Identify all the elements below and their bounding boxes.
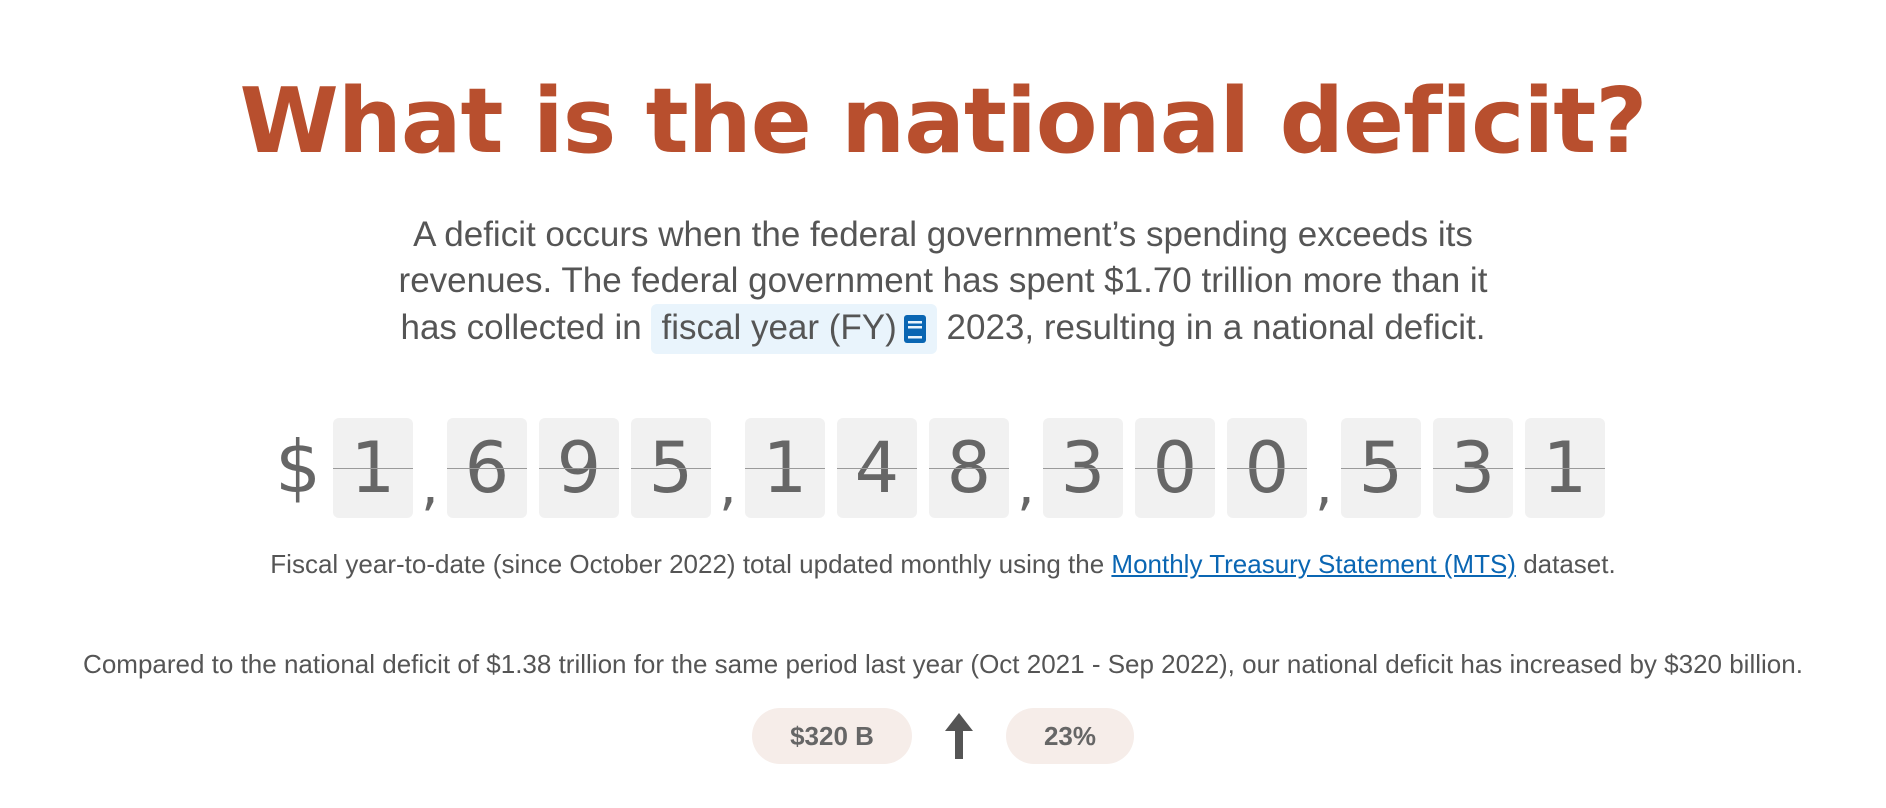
comparison-text: Compared to the national deficit of $1.3… — [83, 649, 1803, 679]
counter-digit: 0 — [1134, 418, 1215, 518]
arrow-up-icon — [945, 713, 973, 759]
change-summary: $320 B 23% — [0, 708, 1886, 764]
counter-separator: , — [1017, 453, 1035, 518]
source-text-start: Fiscal year-to-date (since October 2022)… — [270, 549, 1112, 579]
source-text-end: dataset. — [1515, 549, 1616, 579]
book-icon — [903, 315, 926, 343]
glossary-term-label: fiscal year (FY) — [661, 308, 897, 347]
counter-digit: 1 — [332, 418, 413, 518]
counter-separator: , — [421, 453, 439, 518]
intro-text-end: 2023, resulting in a national deficit. — [936, 308, 1486, 347]
counter-digit: 4 — [836, 418, 917, 518]
counter-digit: 1 — [744, 418, 825, 518]
counter-digit: 5 — [630, 418, 711, 518]
counter-digit: 6 — [446, 418, 527, 518]
counter-digit: 5 — [1340, 418, 1421, 518]
change-amount-badge: $320 B — [752, 708, 912, 764]
counter-separator: , — [1315, 453, 1333, 518]
counter-digit: 1 — [1524, 418, 1605, 518]
change-percent-badge: 23% — [1006, 708, 1134, 764]
data-source-note: Fiscal year-to-date (since October 2022)… — [0, 546, 1886, 582]
counter-digit: 9 — [538, 418, 619, 518]
currency-symbol: $ — [275, 425, 321, 509]
counter-digit: 0 — [1226, 418, 1307, 518]
counter-digit: 3 — [1432, 418, 1513, 518]
page-title: What is the national deficit? — [239, 69, 1647, 174]
mts-dataset-link[interactable]: Monthly Treasury Statement (MTS) — [1111, 549, 1516, 579]
intro-text-start: A deficit occurs when the federal govern… — [398, 215, 1488, 347]
glossary-term-fiscal-year[interactable]: fiscal year (FY) — [651, 304, 937, 354]
counter-digit: 3 — [1042, 418, 1123, 518]
counter-digit: 8 — [928, 418, 1009, 518]
deficit-explanation: A deficit occurs when the federal govern… — [393, 212, 1493, 354]
counter-separator: , — [719, 453, 737, 518]
